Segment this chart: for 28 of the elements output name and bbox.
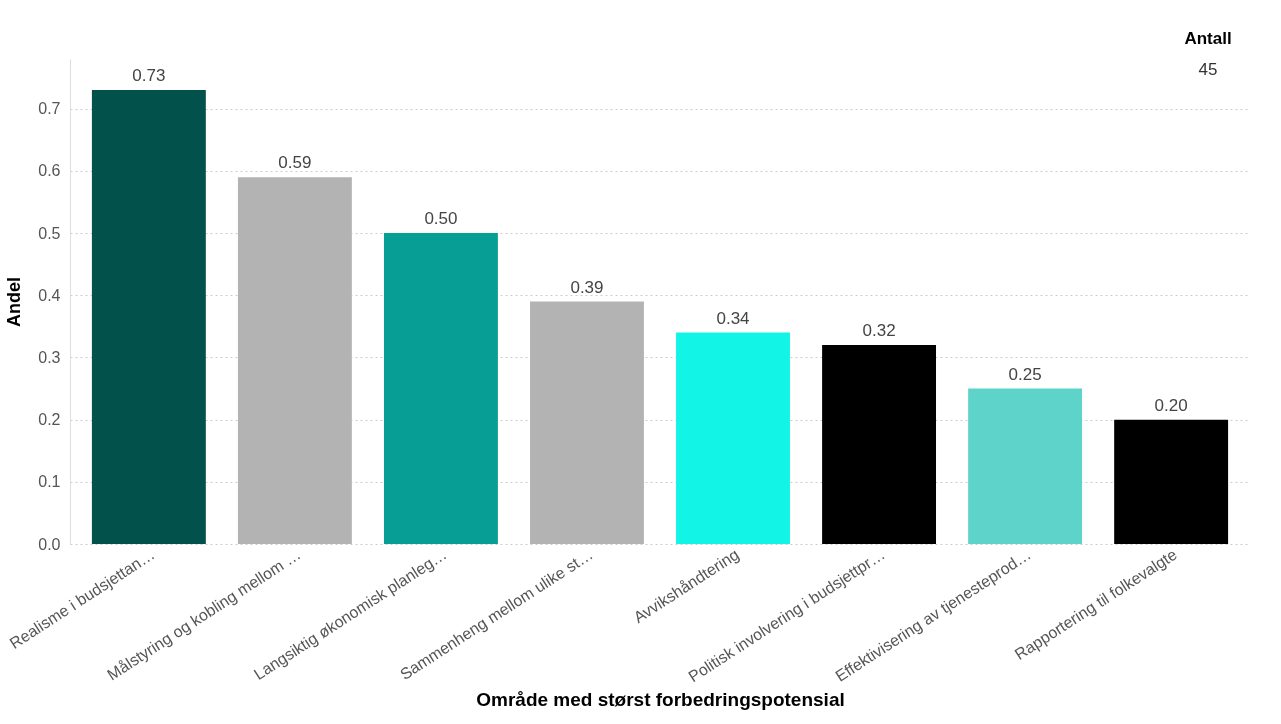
text: Antall xyxy=(1184,29,1232,48)
y-tick-label: 0.1 xyxy=(38,473,61,491)
bar xyxy=(383,233,498,544)
y-axis-title: Andel xyxy=(4,276,25,328)
data-label: 0.25 xyxy=(1008,364,1042,384)
y-tick-label: 0.3 xyxy=(38,348,61,366)
bar xyxy=(822,345,937,544)
data-label: 0.73 xyxy=(132,66,166,86)
data-label: 0.39 xyxy=(570,277,604,297)
bar xyxy=(237,177,352,544)
data-label: 0.59 xyxy=(278,153,312,173)
y-tick-label: 0.4 xyxy=(38,286,61,304)
y-tick-label: 0.7 xyxy=(38,100,61,118)
annotation: 45 xyxy=(1198,60,1218,79)
y-tick-label: 0.5 xyxy=(38,224,61,242)
bar xyxy=(676,332,790,544)
bar xyxy=(968,388,1083,544)
y-tick-label: 0.0 xyxy=(38,535,61,553)
bar xyxy=(530,301,644,544)
data-label: 0.50 xyxy=(424,209,458,229)
y-tick-label: 0.6 xyxy=(38,162,61,180)
bar xyxy=(91,90,206,544)
data-label: 0.20 xyxy=(1154,395,1188,415)
y-tick-label: 0.2 xyxy=(38,411,61,429)
bar xyxy=(1114,419,1229,544)
data-label: 0.32 xyxy=(862,321,896,341)
data-label: 0.34 xyxy=(716,308,750,328)
x-axis-title: Område med størst forbedringspotensial xyxy=(476,689,845,711)
